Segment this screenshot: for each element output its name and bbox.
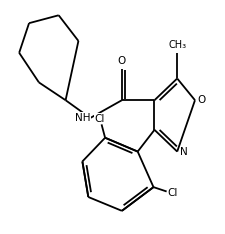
Text: CH₃: CH₃: [167, 40, 185, 50]
Text: O: O: [117, 56, 126, 66]
Text: N: N: [180, 146, 187, 157]
Text: NH: NH: [74, 113, 90, 123]
Text: O: O: [197, 95, 205, 105]
Text: Cl: Cl: [166, 188, 177, 198]
Text: Cl: Cl: [94, 114, 105, 124]
